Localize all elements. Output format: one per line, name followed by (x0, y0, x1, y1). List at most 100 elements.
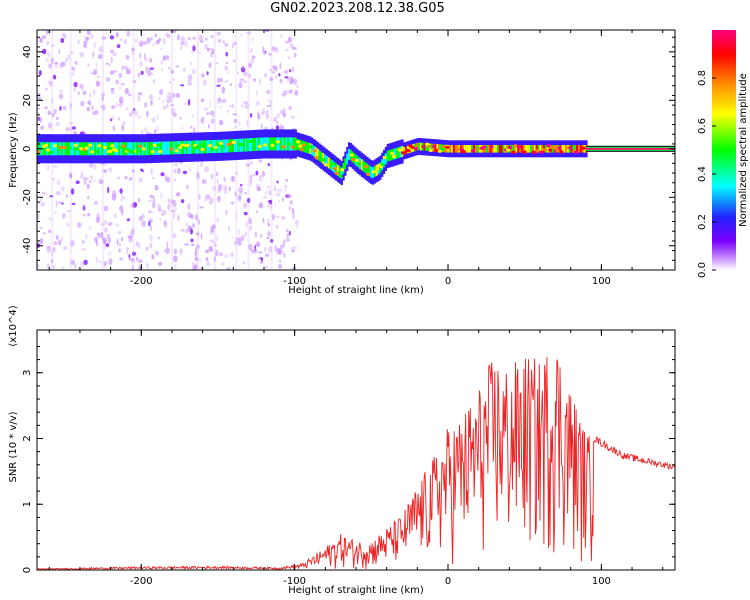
noise-blob (283, 108, 286, 113)
noise-blob (115, 79, 119, 85)
ridge-core (454, 145, 457, 153)
noise-blob (273, 119, 276, 122)
noise-blob (60, 37, 65, 44)
ridge-peak (321, 158, 327, 162)
noise-blob (208, 123, 210, 129)
noise-blob (141, 169, 144, 173)
ridge-core (136, 142, 139, 156)
noise-blob (67, 54, 70, 60)
ridge-core (121, 142, 124, 156)
ridge-peak (270, 143, 275, 147)
noise-blob (150, 167, 153, 175)
ridge-core (165, 141, 168, 155)
noise-blob (127, 93, 132, 97)
noise-blob (271, 46, 277, 52)
noise-blob (119, 188, 123, 194)
ridge-peak (84, 146, 89, 150)
ridge-core (554, 145, 557, 153)
x-tick-label: -100 (283, 276, 306, 287)
snr-marks (37, 357, 675, 570)
ridge-core (233, 139, 237, 153)
ridge-peak (334, 171, 340, 175)
noise-blob (192, 37, 196, 40)
noise-blob (157, 204, 162, 211)
ridge-core (294, 137, 297, 151)
ridge-peak (226, 143, 231, 147)
noise-blob (284, 187, 287, 193)
noise-blob (172, 112, 177, 117)
noise-blob (149, 194, 154, 199)
noise-blob (171, 92, 176, 99)
noise-blob (53, 241, 58, 246)
noise-blob (217, 184, 223, 191)
noise-blob (66, 222, 69, 228)
noise-blob (202, 79, 207, 86)
ridge-core (519, 145, 522, 153)
ridge-peak (413, 147, 419, 151)
noise-blob (233, 118, 238, 124)
noise-blob (279, 62, 282, 70)
snr-y-label: SNR (10 * v/v) (8, 411, 19, 482)
colorbar-ticks: 0.0 0.2 0.4 0.6 0.8 (697, 70, 716, 278)
noise-blob (255, 170, 259, 176)
noise-blob (80, 83, 84, 91)
noise-blob (216, 31, 221, 36)
noise-blob (175, 65, 180, 68)
noise-blob (232, 113, 237, 116)
noise-blob (212, 186, 217, 191)
noise-blob (261, 170, 265, 178)
noise-blob (68, 172, 73, 179)
noise-blob (281, 216, 285, 220)
ridge-core (348, 149, 351, 160)
noise-blob (189, 125, 193, 129)
noise-blob (46, 245, 51, 248)
ridge-core (44, 142, 47, 156)
ridge-peak (323, 163, 329, 167)
ridge-core (579, 145, 583, 153)
noise-blob (51, 177, 55, 181)
ridge-core (314, 147, 318, 159)
ridge-core (434, 143, 437, 152)
noise-blob (132, 79, 137, 84)
noise-blob (268, 52, 272, 56)
noise-blob (184, 243, 190, 246)
noise-blob (262, 46, 265, 53)
ridge-core (515, 145, 518, 153)
ridge-core (92, 142, 95, 156)
noise-blob (166, 177, 171, 183)
noise-blob (70, 125, 72, 132)
noise-blob (225, 209, 228, 216)
noise-blob (82, 176, 86, 182)
noise-blob (123, 65, 127, 70)
ridge-core (206, 140, 209, 154)
noise-blob (37, 107, 40, 110)
noise-blob (275, 65, 278, 73)
ridge-peak (511, 150, 516, 154)
noise-blob (44, 106, 48, 110)
noise-blob (79, 173, 83, 180)
ridge-peak (353, 155, 358, 159)
noise-blob (42, 232, 46, 235)
noise-blob (118, 104, 121, 107)
snr-plot: -200 -100 0 100 0 1 2 3 Height of straight line… (8, 305, 676, 596)
noise-blob (157, 261, 163, 266)
ridge-core (342, 162, 345, 174)
ridge-core (119, 142, 122, 156)
ridge-core (95, 142, 99, 156)
noise-blob (269, 199, 273, 205)
noise-blob (225, 184, 228, 191)
noise-blob (118, 248, 121, 253)
noise-blob (153, 197, 155, 203)
ridge-peak (507, 145, 513, 150)
noise-blob (255, 102, 260, 106)
noise-blob (232, 44, 234, 49)
ridge-peak (178, 145, 183, 150)
y-tick-label: 0 (22, 567, 33, 573)
noise-blob (128, 254, 131, 259)
noise-blob (119, 257, 123, 261)
noise-blob (56, 116, 60, 121)
noise-blob (233, 125, 238, 129)
noise-blob (189, 214, 194, 219)
noise-blob (260, 233, 263, 239)
noise-blob (268, 190, 272, 196)
